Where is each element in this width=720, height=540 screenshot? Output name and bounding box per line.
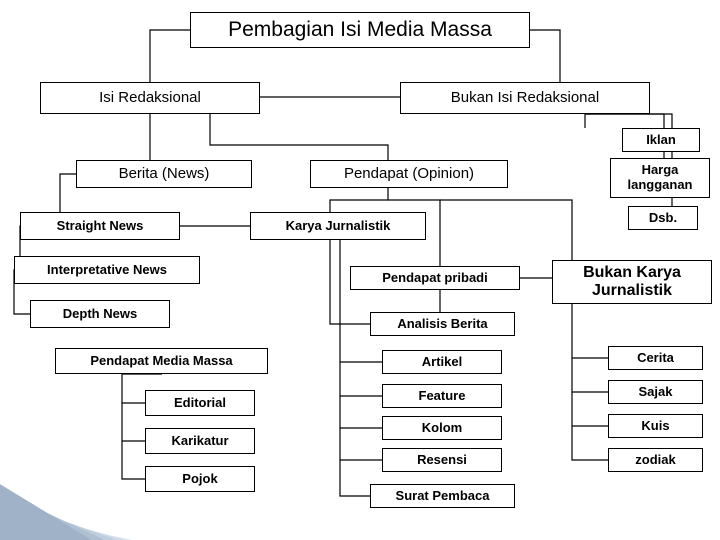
label: Iklan (646, 133, 676, 148)
label: Karya Jurnalistik (286, 219, 391, 234)
node-kuis: Kuis (608, 414, 703, 438)
label: Bukan Isi Redaksional (451, 89, 599, 106)
label: Dsb. (649, 211, 677, 226)
node-pendapat: Pendapat (Opinion) (310, 160, 508, 188)
node-harga: Harga langganan (610, 158, 710, 198)
node-analisis: Analisis Berita (370, 312, 515, 336)
node-editorial: Editorial (145, 390, 255, 416)
node-pendapat-media: Pendapat Media Massa (55, 348, 268, 374)
node-pendapat-pribadi: Pendapat pribadi (350, 266, 520, 290)
label: Pendapat pribadi (382, 271, 487, 286)
label: Interpretative News (47, 263, 167, 278)
label: Editorial (174, 396, 226, 411)
node-bukan-redaksional: Bukan Isi Redaksional (400, 82, 650, 114)
node-dsb: Dsb. (628, 206, 698, 230)
label: Sajak (639, 385, 673, 400)
label: zodiak (635, 453, 675, 468)
label: Depth News (63, 307, 137, 322)
label: Cerita (637, 351, 674, 366)
label: Pembagian Isi Media Massa (228, 18, 492, 42)
node-pojok: Pojok (145, 466, 255, 492)
label: Resensi (417, 453, 467, 468)
label: Artikel (422, 355, 462, 370)
node-resensi: Resensi (382, 448, 502, 472)
node-zodiak: zodiak (608, 448, 703, 472)
node-bukan-karya: Bukan Karya Jurnalistik (552, 260, 712, 304)
label: Pendapat Media Massa (90, 354, 232, 369)
node-kolom: Kolom (382, 416, 502, 440)
label: Straight News (57, 219, 144, 234)
label: Analisis Berita (397, 317, 487, 332)
node-depth: Depth News (30, 300, 170, 328)
label: Berita (News) (119, 165, 210, 182)
node-artikel: Artikel (382, 350, 502, 374)
label: Bukan Karya Jurnalistik (559, 264, 705, 301)
node-sajak: Sajak (608, 380, 703, 404)
node-karya: Karya Jurnalistik (250, 212, 426, 240)
label: Pendapat (Opinion) (344, 165, 474, 182)
node-karikatur: Karikatur (145, 428, 255, 454)
label: Pojok (182, 472, 217, 487)
corner-stripes-icon (0, 450, 180, 540)
label: Harga langganan (617, 163, 703, 193)
node-cerita: Cerita (608, 346, 703, 370)
label: Surat Pembaca (396, 489, 490, 504)
node-berita: Berita (News) (76, 160, 252, 188)
label: Kolom (422, 421, 462, 436)
label: Karikatur (171, 434, 228, 449)
node-straight: Straight News (20, 212, 180, 240)
label: Isi Redaksional (99, 89, 201, 106)
node-surat: Surat Pembaca (370, 484, 515, 508)
node-interpretative: Interpretative News (14, 256, 200, 284)
node-iklan: Iklan (622, 128, 700, 152)
node-feature: Feature (382, 384, 502, 408)
node-title: Pembagian Isi Media Massa (190, 12, 530, 48)
label: Kuis (641, 419, 669, 434)
node-redaksional: Isi Redaksional (40, 82, 260, 114)
label: Feature (419, 389, 466, 404)
